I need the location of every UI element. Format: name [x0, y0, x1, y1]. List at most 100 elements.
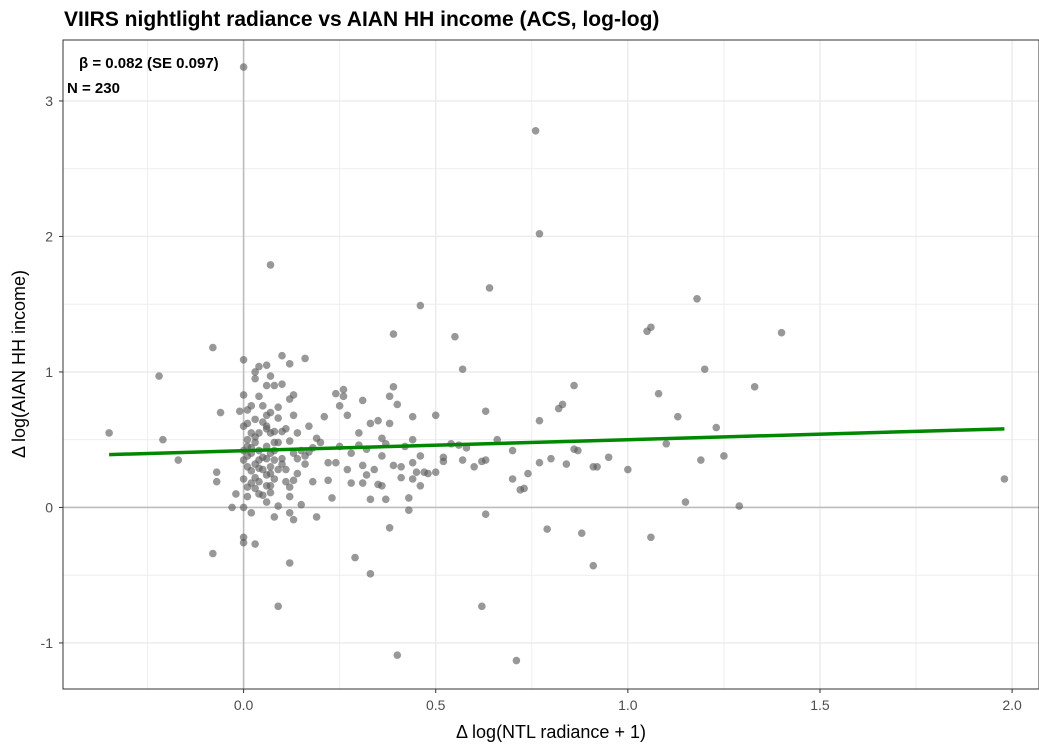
- y-tick-label: 2: [45, 228, 53, 244]
- scatter-point: [255, 477, 263, 486]
- scatter-point: [647, 533, 655, 542]
- scatter-point: [320, 412, 329, 421]
- scatter-point: [293, 429, 302, 437]
- scatter-point: [285, 559, 294, 567]
- scatter-point: [358, 479, 367, 487]
- scatter-point: [750, 383, 759, 391]
- scatter-point: [316, 438, 325, 447]
- scatter-point: [458, 365, 467, 374]
- scatter-point: [416, 301, 425, 310]
- scatter-point: [339, 392, 348, 401]
- scatter-point: [297, 500, 306, 509]
- scatter-point: [524, 469, 532, 478]
- scatter-point: [451, 332, 459, 341]
- scatter-point: [397, 462, 405, 471]
- scatter-point: [1000, 475, 1009, 483]
- scatter-point: [535, 458, 544, 467]
- scatter-point: [212, 468, 221, 477]
- scatter-point: [274, 602, 282, 611]
- scatter-point: [339, 385, 348, 394]
- scatter-point: [274, 414, 282, 422]
- scatter-point: [289, 411, 298, 420]
- scatter-point: [543, 525, 551, 533]
- scatter-point: [343, 465, 352, 474]
- scatter-point: [378, 452, 386, 460]
- scatter-point: [378, 481, 386, 490]
- scatter-point: [481, 407, 490, 416]
- scatter-point: [562, 460, 571, 468]
- scatter-point: [408, 412, 417, 421]
- y-tick-label: 0: [45, 499, 53, 515]
- scatter-point: [535, 416, 544, 425]
- scatter-point: [239, 63, 248, 71]
- scatter-point: [366, 495, 375, 504]
- n-annotation: N = 230: [67, 80, 120, 97]
- scatter-point: [243, 435, 252, 444]
- scatter-point: [385, 392, 394, 401]
- scatter-point: [209, 343, 217, 352]
- scatter-point: [216, 408, 225, 417]
- scatter-point: [520, 484, 528, 493]
- scatter-point: [239, 391, 248, 399]
- scatter-point: [343, 411, 352, 420]
- scatter-point: [239, 355, 248, 364]
- scatter-point: [355, 429, 363, 437]
- scatter-point: [243, 419, 252, 428]
- scatter-point: [274, 465, 282, 474]
- x-tick-label: 0.5: [426, 697, 446, 713]
- scatter-point: [712, 423, 721, 432]
- scatter-point: [251, 368, 259, 376]
- scatter-point: [389, 383, 398, 391]
- scatter-point: [508, 446, 517, 455]
- scatter-point: [105, 429, 113, 437]
- scatter-point: [293, 469, 302, 478]
- scatter-point: [558, 400, 567, 409]
- scatter-point: [278, 380, 286, 388]
- scatter-point: [278, 460, 286, 468]
- scatter-point: [393, 651, 402, 659]
- beta-annotation: β = 0.082 (SE 0.097): [79, 55, 219, 72]
- scatter-point: [274, 403, 282, 411]
- scatter-point: [416, 481, 425, 490]
- scatter-point: [239, 503, 248, 512]
- scatter-point: [308, 477, 317, 486]
- scatter-point: [305, 422, 313, 430]
- scatter-point: [266, 408, 275, 417]
- y-tick-label: 1: [45, 364, 53, 380]
- scatter-point: [547, 454, 555, 463]
- scatter-point: [282, 477, 290, 486]
- scatter-point: [247, 479, 256, 487]
- scatter-point: [259, 402, 267, 410]
- scatter-point: [478, 602, 486, 611]
- scatter-point: [347, 449, 355, 458]
- scatter-point: [324, 458, 332, 467]
- scatter-point: [285, 483, 294, 491]
- scatter-point: [624, 465, 632, 474]
- scatter-point: [274, 502, 282, 510]
- scatter-point: [262, 381, 271, 390]
- scatter-point: [289, 515, 298, 524]
- scatter-point: [270, 381, 279, 390]
- scatter-point: [262, 454, 271, 463]
- scatter-point: [255, 392, 263, 401]
- scatter-point: [255, 490, 263, 498]
- plot-panel-border: [62, 39, 1039, 690]
- scatter-point: [570, 445, 578, 453]
- scatter-point: [405, 506, 413, 514]
- scatter-point: [247, 467, 256, 475]
- scatter-point: [243, 492, 252, 501]
- scatter-point: [247, 402, 256, 410]
- x-tick-label: 0.0: [234, 697, 254, 713]
- y-axis-ticks: -1 0 1 2 3: [41, 93, 63, 651]
- x-tick-label: 1.5: [810, 697, 830, 713]
- scatter-point: [735, 502, 744, 510]
- scatter-point: [239, 533, 248, 542]
- scatter-point: [270, 456, 279, 464]
- scatter-point: [289, 449, 298, 458]
- scatter-point: [266, 481, 275, 490]
- scatter-point: [416, 452, 425, 460]
- y-tick-label: 3: [45, 93, 53, 109]
- scatter-point: [593, 462, 601, 471]
- scatter-point: [481, 456, 490, 464]
